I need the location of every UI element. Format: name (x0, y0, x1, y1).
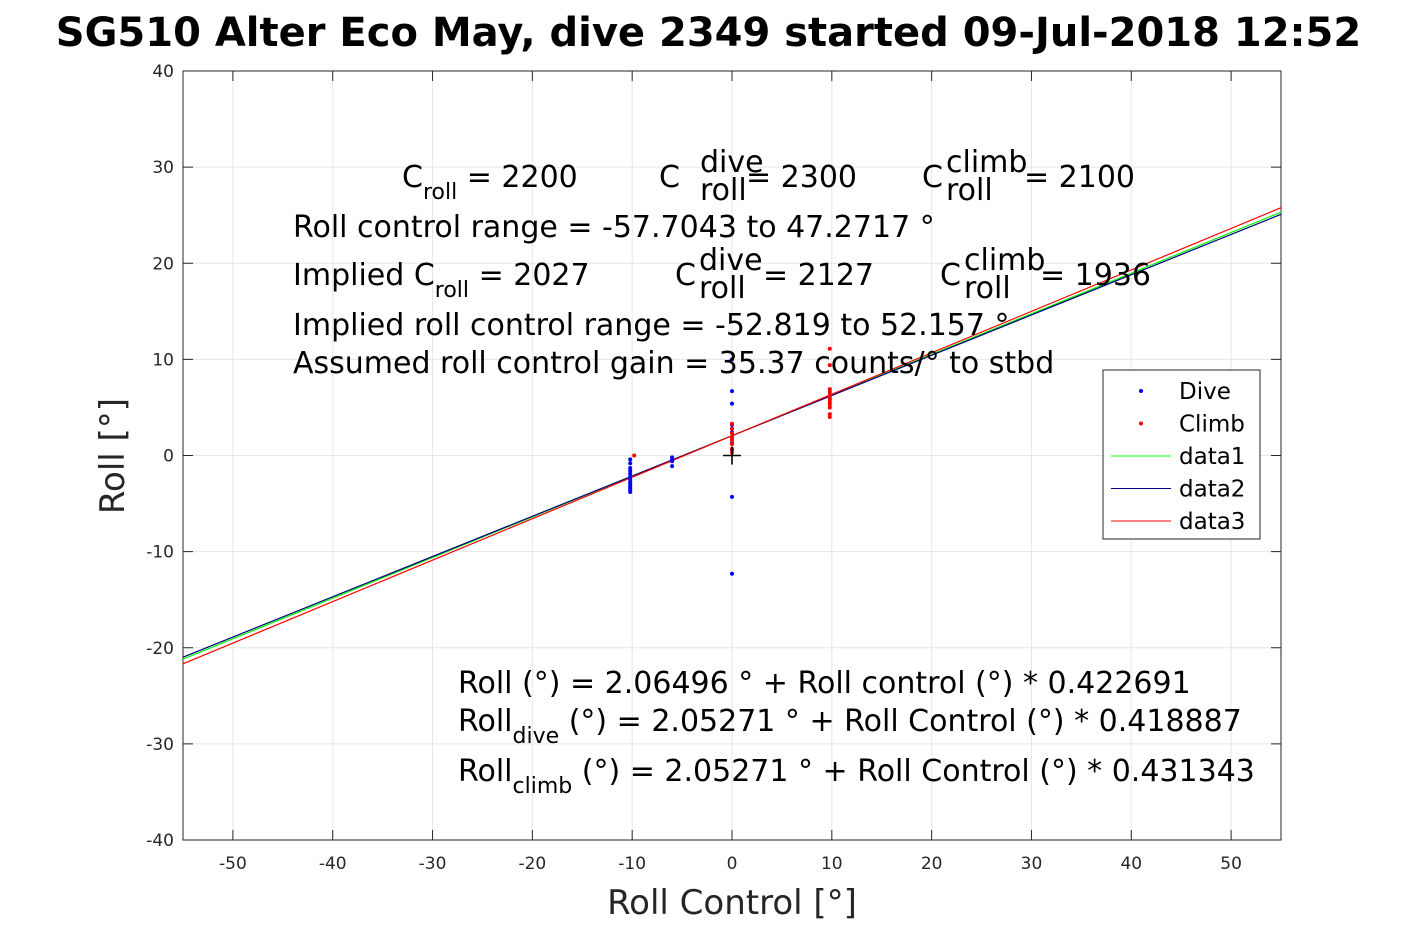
annotation-implied-c-dive: C (675, 258, 696, 293)
point-dive (730, 494, 734, 499)
point-climb (730, 421, 734, 426)
point-dive (670, 464, 675, 469)
point-dive (628, 461, 633, 466)
annotation-bottom: Roll (°) = 2.06496 ° + Roll control (°) … (458, 666, 1255, 799)
annotation-implied-c-roll: Implied Croll = 2027 (293, 258, 590, 303)
annotation-top: Croll = 2200 C dive roll = 2300 C climb … (293, 145, 1151, 381)
annotation-c-climb: C (922, 160, 943, 195)
annotation-implied-c-dive-sup: dive (699, 243, 763, 278)
point-dive (628, 471, 633, 476)
annotation-gain: Assumed roll control gain = 35.37 counts… (293, 346, 1054, 381)
legend-label-data3: data3 (1179, 509, 1245, 535)
point-dive (628, 465, 633, 470)
point-dive (628, 490, 633, 495)
point-dive (628, 477, 633, 482)
axis-ticks: -50 -40 -30 -20 -10 0 10 20 30 40 50 -40 -30 -20 -10 0 1… (146, 62, 1281, 874)
y-tick-label: 30 (152, 158, 174, 178)
legend-label-climb: Climb (1179, 412, 1245, 438)
point-climb (827, 412, 832, 417)
annotation-c-climb-val: = 2100 (1024, 160, 1135, 195)
data-points (628, 346, 832, 576)
point-climb (730, 435, 734, 440)
y-tick-label: -30 (146, 735, 174, 755)
point-dive (628, 474, 633, 479)
legend-label-data2: data2 (1179, 477, 1245, 503)
point-dive (670, 459, 675, 464)
x-tick-label: 20 (921, 854, 943, 874)
x-tick-label: -40 (319, 854, 347, 874)
y-tick-label: 10 (152, 350, 174, 370)
annotation-c-roll: Croll = 2200 (402, 160, 578, 205)
point-climb (827, 402, 832, 407)
point-climb (827, 405, 832, 410)
annotation-implied-c-climb: C (940, 258, 961, 293)
x-tick-label: 40 (1120, 854, 1142, 874)
annotation-implied-c-dive-sub: roll (699, 271, 746, 306)
annotation-implied-c-climb-val: = 1936 (1040, 258, 1151, 293)
x-tick-label: -10 (618, 854, 646, 874)
annotation-c-dive: C (659, 160, 680, 195)
annotation-c-dive-sub: roll (700, 173, 747, 208)
point-dive (730, 389, 734, 394)
y-tick-label: -40 (146, 831, 174, 851)
origin-marker (723, 446, 741, 465)
y-tick-label: -20 (146, 639, 174, 659)
annotation-c-climb-sub: roll (946, 173, 993, 208)
point-climb (827, 390, 832, 395)
point-climb (827, 397, 832, 402)
legend-box (1102, 369, 1261, 540)
x-axis-label: Roll Control [°] (607, 883, 857, 923)
x-tick-label: 0 (727, 854, 738, 874)
point-dive (628, 468, 633, 473)
point-climb (827, 415, 832, 420)
x-tick-label: -20 (518, 854, 546, 874)
point-dive (628, 457, 633, 462)
annotation-c-dive-val: = 2300 (746, 160, 857, 195)
y-tick-label: -10 (146, 543, 174, 563)
point-climb (827, 346, 832, 351)
legend: Dive Climb data1 data2 data3 (1102, 369, 1261, 540)
annotation-fit-climb: Rollclimb (°) = 2.05271 ° + Roll Control… (458, 754, 1255, 799)
y-tick-label: 40 (152, 62, 174, 82)
annotation-c-climb-sup: climb (946, 145, 1027, 180)
x-tick-label: -30 (419, 854, 447, 874)
chart-title: SG510 Alter Eco May, dive 2349 started 0… (56, 10, 1361, 56)
legend-label-dive: Dive (1179, 379, 1231, 405)
point-climb (730, 438, 734, 443)
legend-marker-climb (1139, 421, 1143, 426)
point-climb (827, 363, 832, 368)
annotation-implied-c-climb-sup: climb (964, 243, 1045, 278)
point-climb (730, 431, 734, 436)
annotation-implied-c-climb-sub: roll (964, 271, 1011, 306)
point-dive (730, 571, 734, 576)
x-tick-label: 10 (821, 854, 843, 874)
annotation-implied-c-dive-val: = 2127 (763, 258, 874, 293)
x-tick-label: 30 (1021, 854, 1043, 874)
annotation-fit-overall: Roll (°) = 2.06496 ° + Roll control (°) … (458, 666, 1191, 701)
point-climb (730, 441, 734, 446)
point-climb (827, 387, 832, 392)
y-tick-label: 0 (163, 447, 174, 467)
x-tick-label: -50 (219, 854, 247, 874)
legend-marker-dive (1139, 389, 1143, 393)
legend-label-data1: data1 (1179, 444, 1245, 470)
x-tick-label: 50 (1220, 854, 1242, 874)
point-climb (730, 426, 734, 431)
annotation-c-dive-sup: dive (700, 145, 764, 180)
point-dive (730, 357, 734, 362)
annotation-implied-range: Implied roll control range = -52.819 to … (293, 308, 1010, 343)
annotation-fit-dive: Rolldive (°) = 2.05271 ° + Roll Control … (458, 704, 1242, 749)
y-axis-label: Roll [°] (93, 398, 133, 514)
annotation-roll-control-range: Roll control range = -57.7043 to 47.2717… (293, 210, 935, 245)
point-climb (632, 453, 637, 458)
y-tick-label: 20 (152, 254, 174, 274)
point-climb (827, 392, 832, 397)
point-dive (730, 401, 734, 406)
